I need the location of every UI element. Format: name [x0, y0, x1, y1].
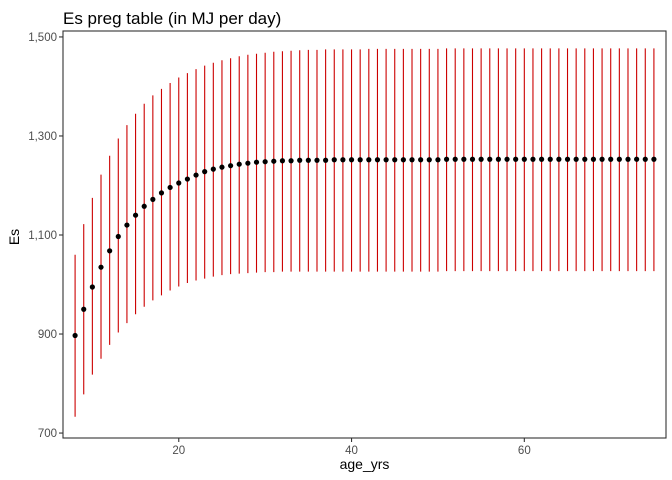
data-point — [400, 157, 406, 163]
y-tick-label: 1,300 — [28, 131, 57, 143]
data-point — [513, 156, 519, 162]
data-point — [176, 180, 182, 186]
data-point — [392, 157, 398, 163]
data-point — [314, 157, 320, 163]
data-point — [495, 156, 501, 162]
y-axis-title: Es — [6, 229, 22, 245]
chart-title: Es preg table (in MJ per day) — [63, 9, 281, 28]
plot-panel — [62, 30, 667, 439]
data-point — [107, 248, 113, 254]
data-point — [461, 156, 467, 162]
data-point — [297, 157, 303, 163]
data-point — [81, 306, 87, 312]
x-tick-label: 60 — [518, 445, 531, 457]
y-tick-label: 900 — [38, 329, 57, 341]
x-tick-label: 20 — [172, 445, 185, 457]
data-point — [625, 156, 631, 162]
data-point — [141, 203, 147, 209]
data-point — [582, 156, 588, 162]
data-points — [72, 156, 657, 339]
data-point — [452, 156, 458, 162]
data-point — [271, 158, 277, 164]
data-point — [245, 160, 251, 166]
data-point — [443, 156, 450, 162]
data-point — [469, 156, 476, 162]
data-point — [634, 156, 640, 162]
data-point — [409, 157, 415, 163]
data-point — [253, 159, 260, 165]
data-point — [608, 156, 614, 162]
x-axis: 20 40 60 — [172, 438, 531, 457]
data-point — [435, 157, 441, 163]
data-point — [262, 159, 268, 165]
data-point — [599, 156, 605, 162]
data-point — [210, 166, 216, 172]
data-point — [158, 190, 165, 196]
data-point — [89, 284, 95, 290]
data-point — [539, 156, 545, 162]
data-point — [616, 156, 622, 162]
x-tick-label: 40 — [345, 445, 358, 457]
data-point — [642, 156, 648, 162]
data-point — [547, 156, 553, 162]
data-point — [651, 156, 657, 162]
y-axis: 700 900 1,100 1,300 1,500 — [28, 32, 63, 440]
data-point — [564, 156, 571, 162]
data-point — [590, 156, 597, 162]
x-axis-title: age_yrs — [340, 456, 390, 472]
data-point — [340, 157, 346, 163]
data-point — [236, 161, 242, 167]
data-point — [219, 164, 225, 170]
data-point — [521, 156, 527, 162]
data-point — [167, 184, 173, 191]
data-point — [72, 332, 78, 339]
data-point — [193, 172, 199, 178]
data-point — [132, 212, 139, 218]
data-point — [374, 157, 381, 163]
data-point — [556, 156, 562, 162]
data-point — [426, 157, 432, 163]
data-point — [150, 196, 156, 202]
data-point — [504, 156, 510, 162]
data-point — [124, 222, 130, 228]
data-point — [348, 157, 355, 163]
y-tick-label: 1,500 — [28, 32, 57, 44]
data-point — [323, 157, 329, 163]
y-tick-label: 1,100 — [28, 230, 57, 242]
data-point — [115, 233, 121, 240]
data-point — [487, 156, 493, 162]
data-point — [418, 157, 424, 163]
data-point — [288, 158, 294, 164]
data-point — [573, 156, 579, 162]
data-point — [305, 157, 311, 163]
y-tick-label: 700 — [38, 428, 57, 440]
data-point — [98, 264, 104, 270]
data-point — [184, 176, 190, 182]
data-point — [357, 157, 363, 163]
data-point — [202, 169, 208, 175]
data-point — [530, 156, 536, 162]
data-point — [383, 157, 389, 163]
data-point — [228, 163, 234, 169]
data-point — [279, 158, 286, 164]
data-point — [366, 157, 372, 163]
data-point — [478, 156, 484, 162]
data-point — [331, 157, 337, 163]
